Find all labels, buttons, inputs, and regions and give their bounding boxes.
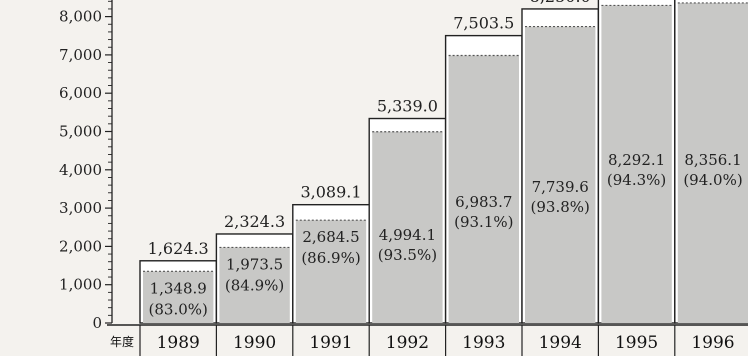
x-tick-label: 1996 (691, 333, 734, 353)
bars (139, 0, 748, 324)
bar-inner (372, 131, 443, 323)
x-tick-label: 1994 (539, 333, 582, 353)
bar-inner-value: 7,739.6 (532, 178, 589, 196)
bar-inner-percent: (94.3%) (607, 171, 666, 189)
bar-total-label: 3,089.1 (300, 183, 361, 202)
bar-inner (601, 5, 672, 324)
bar-inner-percent: (93.1%) (454, 213, 513, 231)
bar-inner-percent: (83.0%) (149, 300, 208, 318)
bar-inner-percent: (94.0%) (683, 171, 742, 189)
bar-inner (219, 247, 290, 323)
bar-inner-percent: (93.8%) (531, 198, 590, 216)
bar-inner-value: 8,356.1 (684, 151, 741, 169)
x-tick-label: 1991 (309, 333, 352, 353)
bar-labels: 1,624.3 1,348.9 (83.0%) 2,324.3 1,973.5 (84.9… (148, 0, 743, 318)
x-tick-label: 1989 (157, 333, 200, 353)
y-tick-label: 5,000 (59, 123, 102, 141)
x-tick-label: 1993 (462, 333, 505, 353)
y-tick-label: 1,000 (59, 276, 102, 294)
bar-total-label: 8,250.0 (530, 0, 591, 6)
y-tick-label: 2,000 (59, 237, 102, 255)
bar-inner (677, 2, 748, 324)
bar-inner-percent: (93.5%) (378, 246, 437, 264)
x-axis: 年度 1989 1990 1991 1992 1993 1994 1995 1996 (107, 324, 748, 356)
bar-inner-percent: (86.9%) (301, 249, 360, 267)
bar-inner (448, 55, 519, 323)
y-tick-label: 6,000 (59, 84, 102, 102)
bar-inner-value: 8,292.1 (608, 151, 665, 169)
y-tick-label: 7,000 (59, 46, 102, 64)
bar-inner (143, 271, 214, 323)
bar-total-label: 7,503.5 (453, 14, 514, 33)
bar-total-label: 1,624.3 (148, 239, 209, 258)
y-tick-label: 8,000 (59, 8, 102, 26)
x-axis-prefix: 年度 (110, 334, 134, 349)
x-tick-label: 1992 (386, 333, 429, 353)
bar-inner-value: 4,994.1 (379, 226, 436, 244)
bar-inner-value: 1,973.5 (226, 255, 283, 273)
y-tick-label: 4,000 (59, 161, 102, 179)
bar-inner-value: 1,348.9 (150, 279, 207, 297)
y-tick-label: 0 (92, 314, 102, 332)
y-tick-label: 3,000 (59, 199, 102, 217)
bar-total-label: 5,339.0 (377, 97, 438, 116)
bar-inner-percent: (84.9%) (225, 276, 284, 294)
bar-inner-value: 6,983.7 (455, 193, 512, 211)
bar-inner (295, 220, 367, 323)
x-tick-label: 1995 (615, 333, 658, 353)
y-axis: 0 1,000 2,000 3,000 4,000 5,000 6,000 7,000 8,00… (59, 0, 113, 332)
bar-inner-value: 2,684.5 (302, 228, 359, 246)
bar-total-label: 2,324.3 (224, 212, 285, 231)
bar-inner (525, 26, 596, 323)
x-tick-label: 1990 (233, 333, 276, 353)
